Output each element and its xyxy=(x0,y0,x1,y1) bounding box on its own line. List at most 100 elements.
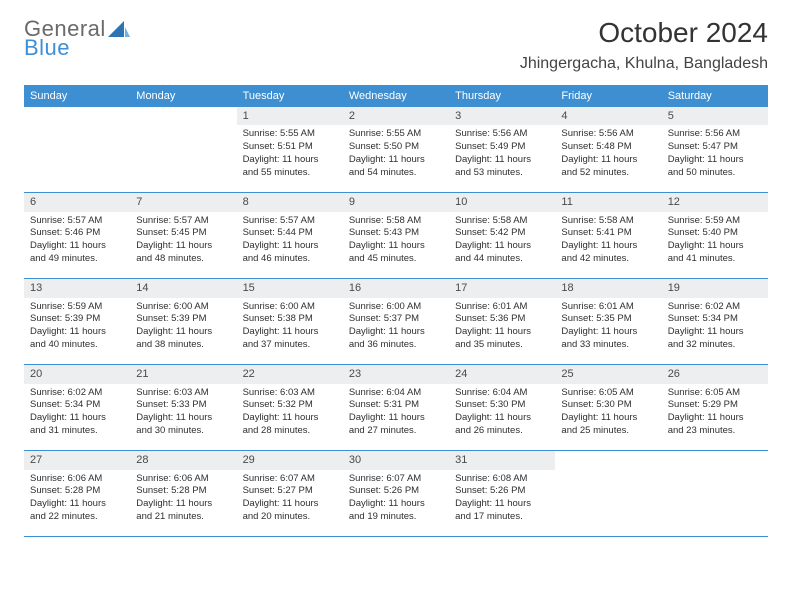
daylight-text: Daylight: 11 hours and 31 minutes. xyxy=(30,412,124,438)
calendar-cell: 18Sunrise: 6:01 AMSunset: 5:35 PMDayligh… xyxy=(555,279,661,365)
day-number xyxy=(555,451,661,455)
day-number: 26 xyxy=(662,365,768,383)
daylight-text: Daylight: 11 hours and 52 minutes. xyxy=(561,154,655,180)
daylight-text: Daylight: 11 hours and 19 minutes. xyxy=(349,498,443,524)
dow-header: Thursday xyxy=(449,85,555,107)
daylight-text: Daylight: 11 hours and 49 minutes. xyxy=(30,240,124,266)
calendar-cell: 24Sunrise: 6:04 AMSunset: 5:30 PMDayligh… xyxy=(449,365,555,451)
sunrise-text: Sunrise: 5:56 AM xyxy=(455,128,549,141)
sunrise-text: Sunrise: 6:05 AM xyxy=(561,387,655,400)
calendar-week: 6Sunrise: 5:57 AMSunset: 5:46 PMDaylight… xyxy=(24,193,768,279)
sunrise-text: Sunrise: 6:01 AM xyxy=(455,301,549,314)
day-details: Sunrise: 5:59 AMSunset: 5:39 PMDaylight:… xyxy=(24,298,130,356)
sunset-text: Sunset: 5:47 PM xyxy=(668,141,762,154)
day-number: 5 xyxy=(662,107,768,125)
calendar-cell: 5 Sunrise: 5:56 AMSunset: 5:47 PMDaylight… xyxy=(662,107,768,193)
day-details: Sunrise: 5:59 AMSunset: 5:40 PMDaylight:… xyxy=(662,212,768,270)
day-number: 20 xyxy=(24,365,130,383)
sunset-text: Sunset: 5:32 PM xyxy=(243,399,337,412)
daylight-text: Daylight: 11 hours and 30 minutes. xyxy=(136,412,230,438)
daylight-text: Daylight: 11 hours and 38 minutes. xyxy=(136,326,230,352)
dow-header: Friday xyxy=(555,85,661,107)
day-details: Sunrise: 5:57 AMSunset: 5:45 PMDaylight:… xyxy=(130,212,236,270)
day-number: 18 xyxy=(555,279,661,297)
day-number: 12 xyxy=(662,193,768,211)
daylight-text: Daylight: 11 hours and 23 minutes. xyxy=(668,412,762,438)
sunrise-text: Sunrise: 6:02 AM xyxy=(30,387,124,400)
day-details: Sunrise: 6:05 AMSunset: 5:29 PMDaylight:… xyxy=(662,384,768,442)
daylight-text: Daylight: 11 hours and 28 minutes. xyxy=(243,412,337,438)
calendar-cell: 21Sunrise: 6:03 AMSunset: 5:33 PMDayligh… xyxy=(130,365,236,451)
sunset-text: Sunset: 5:37 PM xyxy=(349,313,443,326)
day-number: 13 xyxy=(24,279,130,297)
day-details: Sunrise: 6:00 AMSunset: 5:37 PMDaylight:… xyxy=(343,298,449,356)
day-details: Sunrise: 6:04 AMSunset: 5:30 PMDaylight:… xyxy=(449,384,555,442)
day-number: 9 xyxy=(343,193,449,211)
day-details: Sunrise: 6:06 AMSunset: 5:28 PMDaylight:… xyxy=(130,470,236,528)
daylight-text: Daylight: 11 hours and 48 minutes. xyxy=(136,240,230,266)
calendar-cell: 17Sunrise: 6:01 AMSunset: 5:36 PMDayligh… xyxy=(449,279,555,365)
day-number: 15 xyxy=(237,279,343,297)
calendar-cell: 1Sunrise: 5:55 AMSunset: 5:51 PMDaylight… xyxy=(237,107,343,193)
sunset-text: Sunset: 5:40 PM xyxy=(668,227,762,240)
daylight-text: Daylight: 11 hours and 50 minutes. xyxy=(668,154,762,180)
dow-header: Monday xyxy=(130,85,236,107)
sunrise-text: Sunrise: 6:05 AM xyxy=(668,387,762,400)
day-details: Sunrise: 5:58 AMSunset: 5:42 PMDaylight:… xyxy=(449,212,555,270)
day-details: Sunrise: 5:58 AMSunset: 5:43 PMDaylight:… xyxy=(343,212,449,270)
day-number xyxy=(130,107,236,111)
day-number: 7 xyxy=(130,193,236,211)
sunrise-text: Sunrise: 5:58 AM xyxy=(561,215,655,228)
day-details: Sunrise: 6:06 AMSunset: 5:28 PMDaylight:… xyxy=(24,470,130,528)
daylight-text: Daylight: 11 hours and 46 minutes. xyxy=(243,240,337,266)
sunset-text: Sunset: 5:48 PM xyxy=(561,141,655,154)
sunset-text: Sunset: 5:43 PM xyxy=(349,227,443,240)
calendar-cell: 26Sunrise: 6:05 AMSunset: 5:29 PMDayligh… xyxy=(662,365,768,451)
sunset-text: Sunset: 5:34 PM xyxy=(30,399,124,412)
day-number: 23 xyxy=(343,365,449,383)
calendar-cell: 30Sunrise: 6:07 AMSunset: 5:26 PMDayligh… xyxy=(343,451,449,537)
day-details: Sunrise: 6:03 AMSunset: 5:32 PMDaylight:… xyxy=(237,384,343,442)
day-number: 31 xyxy=(449,451,555,469)
daylight-text: Daylight: 11 hours and 42 minutes. xyxy=(561,240,655,266)
dow-header: Tuesday xyxy=(237,85,343,107)
day-details: Sunrise: 6:02 AMSunset: 5:34 PMDaylight:… xyxy=(662,298,768,356)
day-details: Sunrise: 5:55 AMSunset: 5:51 PMDaylight:… xyxy=(237,125,343,183)
calendar-cell xyxy=(24,107,130,193)
sunset-text: Sunset: 5:38 PM xyxy=(243,313,337,326)
calendar-cell: 15Sunrise: 6:00 AMSunset: 5:38 PMDayligh… xyxy=(237,279,343,365)
sunset-text: Sunset: 5:28 PM xyxy=(136,485,230,498)
calendar-cell: 27Sunrise: 6:06 AMSunset: 5:28 PMDayligh… xyxy=(24,451,130,537)
sunrise-text: Sunrise: 6:03 AM xyxy=(243,387,337,400)
header-bar: General Blue October 2024 Jhingergacha, … xyxy=(24,18,768,73)
daylight-text: Daylight: 11 hours and 44 minutes. xyxy=(455,240,549,266)
day-number: 28 xyxy=(130,451,236,469)
day-details: Sunrise: 6:01 AMSunset: 5:35 PMDaylight:… xyxy=(555,298,661,356)
day-details: Sunrise: 5:57 AMSunset: 5:44 PMDaylight:… xyxy=(237,212,343,270)
sunset-text: Sunset: 5:30 PM xyxy=(561,399,655,412)
daylight-text: Daylight: 11 hours and 27 minutes. xyxy=(349,412,443,438)
calendar-cell: 8Sunrise: 5:57 AMSunset: 5:44 PMDaylight… xyxy=(237,193,343,279)
calendar-cell: 16Sunrise: 6:00 AMSunset: 5:37 PMDayligh… xyxy=(343,279,449,365)
title-block: October 2024 Jhingergacha, Khulna, Bangl… xyxy=(520,18,768,73)
location: Jhingergacha, Khulna, Bangladesh xyxy=(520,55,768,73)
day-number: 3 xyxy=(449,107,555,125)
daylight-text: Daylight: 11 hours and 45 minutes. xyxy=(349,240,443,266)
daylight-text: Daylight: 11 hours and 25 minutes. xyxy=(561,412,655,438)
day-number: 8 xyxy=(237,193,343,211)
calendar-cell: 13Sunrise: 5:59 AMSunset: 5:39 PMDayligh… xyxy=(24,279,130,365)
sunrise-text: Sunrise: 6:03 AM xyxy=(136,387,230,400)
day-number: 29 xyxy=(237,451,343,469)
daylight-text: Daylight: 11 hours and 21 minutes. xyxy=(136,498,230,524)
day-number: 27 xyxy=(24,451,130,469)
day-number: 21 xyxy=(130,365,236,383)
daylight-text: Daylight: 11 hours and 20 minutes. xyxy=(243,498,337,524)
calendar-body: 1Sunrise: 5:55 AMSunset: 5:51 PMDaylight… xyxy=(24,107,768,537)
sunset-text: Sunset: 5:45 PM xyxy=(136,227,230,240)
dow-header: Sunday xyxy=(24,85,130,107)
calendar-cell: 4Sunrise: 5:56 AMSunset: 5:48 PMDaylight… xyxy=(555,107,661,193)
sunrise-text: Sunrise: 5:59 AM xyxy=(668,215,762,228)
day-details: Sunrise: 6:01 AMSunset: 5:36 PMDaylight:… xyxy=(449,298,555,356)
sunrise-text: Sunrise: 6:00 AM xyxy=(136,301,230,314)
sunrise-text: Sunrise: 5:56 AM xyxy=(668,128,762,141)
